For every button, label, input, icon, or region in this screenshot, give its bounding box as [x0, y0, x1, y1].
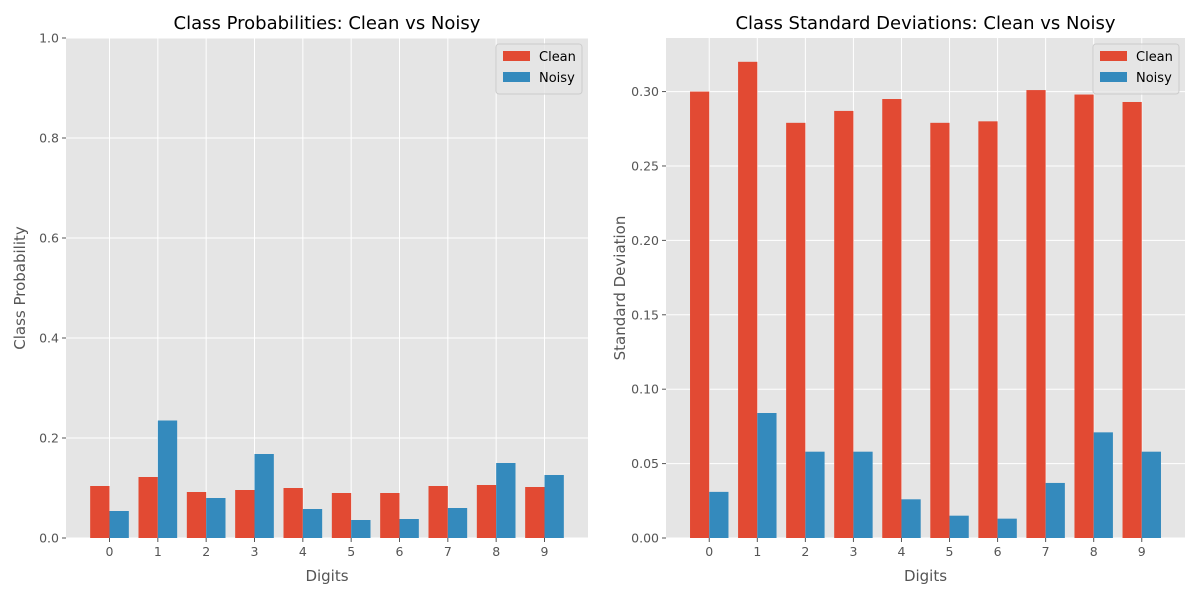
y-tick-label: 0.30	[631, 84, 659, 99]
y-tick-label: 0.8	[39, 131, 59, 146]
noisy-bar-digit-8	[496, 463, 516, 538]
clean-bar-digit-1	[138, 477, 158, 538]
y-tick-label: 0.00	[631, 531, 659, 546]
clean-bar-digit-7	[428, 486, 448, 538]
y-tick-label: 0.6	[39, 231, 59, 246]
x-tick-label: 0	[705, 544, 713, 559]
std-deviation-chart: 0.00 0.05 0.10 0.15 0.20 0.25 0.30 0 1 2 3 4 5 6 7 8 9 Cl…	[611, 13, 1185, 585]
x-tick-label: 3	[251, 544, 259, 559]
clean-bar-digit-2	[786, 122, 806, 539]
x-tick-label: 7	[444, 544, 452, 559]
legend-label-clean: Clean	[1136, 50, 1173, 65]
x-tick-label: 6	[396, 544, 404, 559]
x-tick-label: 4	[897, 544, 905, 559]
clean-bar-digit-3	[834, 110, 854, 539]
clean-bar-digit-8	[1074, 94, 1094, 539]
noisy-bar-digit-0	[709, 491, 729, 538]
noisy-bar-digit-1	[157, 420, 178, 538]
legend-swatch-noisy	[1100, 72, 1127, 82]
noisy-bar-digit-6	[399, 519, 419, 538]
clean-bar-digit-1	[738, 61, 758, 539]
y-tick-label: 0.05	[631, 456, 659, 471]
clean-bar-digit-6	[978, 121, 998, 538]
y-tick-label: 1.0	[39, 31, 59, 46]
legend-label-noisy: Noisy	[539, 71, 575, 86]
noisy-bar-digit-0	[109, 511, 129, 538]
y-tick-label: 0.20	[631, 233, 659, 248]
noisy-bar-digit-8	[1093, 432, 1113, 538]
noisy-bar-digit-9	[1141, 451, 1161, 538]
clean-bar-digit-4	[283, 488, 303, 538]
noisy-bar-digit-7	[447, 508, 468, 538]
noisy-bar-digit-4	[901, 499, 921, 538]
chart-title: Class Standard Deviations: Clean vs Nois…	[735, 13, 1115, 34]
clean-bar-digit-3	[235, 490, 255, 538]
probability-chart: 0.0 0.2 0.4 0.6 0.8 1.0 0 1 2 3 4 5 6 7 8 9 Class Probab…	[11, 13, 588, 585]
x-tick-label: 4	[299, 544, 307, 559]
clean-bar-digit-2	[186, 492, 207, 538]
legend-label-clean: Clean	[539, 50, 576, 65]
legend-swatch-clean	[503, 51, 530, 61]
y-tick-label: 0.15	[631, 307, 659, 322]
legend-swatch-clean	[1100, 51, 1127, 61]
clean-bar-digit-9	[525, 487, 545, 538]
plot-area	[66, 38, 588, 538]
clean-bar-digit-5	[331, 493, 352, 538]
x-axis-label: Digits	[904, 567, 947, 585]
noisy-bar-digit-5	[949, 515, 969, 538]
x-tick-label: 5	[347, 544, 355, 559]
noisy-bar-digit-1	[757, 413, 777, 538]
clean-bar-digit-6	[380, 493, 400, 538]
y-tick-label: 0.0	[39, 531, 59, 546]
noisy-bar-digit-9	[544, 475, 564, 538]
noisy-bar-digit-6	[997, 518, 1017, 538]
clean-bar-digit-7	[1026, 90, 1046, 538]
noisy-bar-digit-3	[853, 451, 873, 538]
noisy-bar-digit-4	[302, 509, 323, 538]
x-tick-label: 0	[106, 544, 114, 559]
x-tick-label: 8	[1090, 544, 1098, 559]
clean-bar-digit-0	[90, 486, 110, 538]
noisy-bar-digit-2	[206, 498, 226, 538]
x-tick-label: 3	[849, 544, 857, 559]
x-tick-label: 9	[1138, 544, 1146, 559]
y-axis-label: Class Probability	[11, 226, 29, 350]
x-tick-label: 7	[1042, 544, 1050, 559]
noisy-bar-digit-5	[351, 520, 371, 538]
x-tick-label: 1	[154, 544, 162, 559]
clean-bar-digit-5	[930, 122, 950, 539]
chart-title: Class Probabilities: Clean vs Noisy	[174, 13, 481, 34]
clean-bar-digit-0	[690, 91, 710, 539]
legend-swatch-noisy	[503, 72, 530, 82]
x-tick-label: 2	[202, 544, 210, 559]
y-axis-label: Standard Deviation	[611, 216, 629, 361]
y-tick-label: 0.4	[39, 331, 59, 346]
x-tick-label: 2	[801, 544, 809, 559]
clean-bar-digit-8	[476, 485, 497, 538]
clean-bar-digit-9	[1122, 101, 1142, 538]
x-tick-label: 8	[492, 544, 500, 559]
x-tick-label: 6	[994, 544, 1002, 559]
y-tick-label: 0.10	[631, 382, 659, 397]
x-tick-label: 1	[753, 544, 761, 559]
x-tick-label: 5	[946, 544, 954, 559]
legend-label-noisy: Noisy	[1136, 71, 1172, 86]
noisy-bar-digit-3	[254, 454, 274, 538]
y-tick-label: 0.2	[39, 431, 59, 446]
x-tick-label: 9	[541, 544, 549, 559]
clean-bar-digit-4	[882, 99, 902, 538]
noisy-bar-digit-7	[1045, 482, 1065, 538]
y-tick-label: 0.25	[631, 158, 659, 173]
x-axis-label: Digits	[305, 567, 348, 585]
noisy-bar-digit-2	[805, 451, 825, 538]
